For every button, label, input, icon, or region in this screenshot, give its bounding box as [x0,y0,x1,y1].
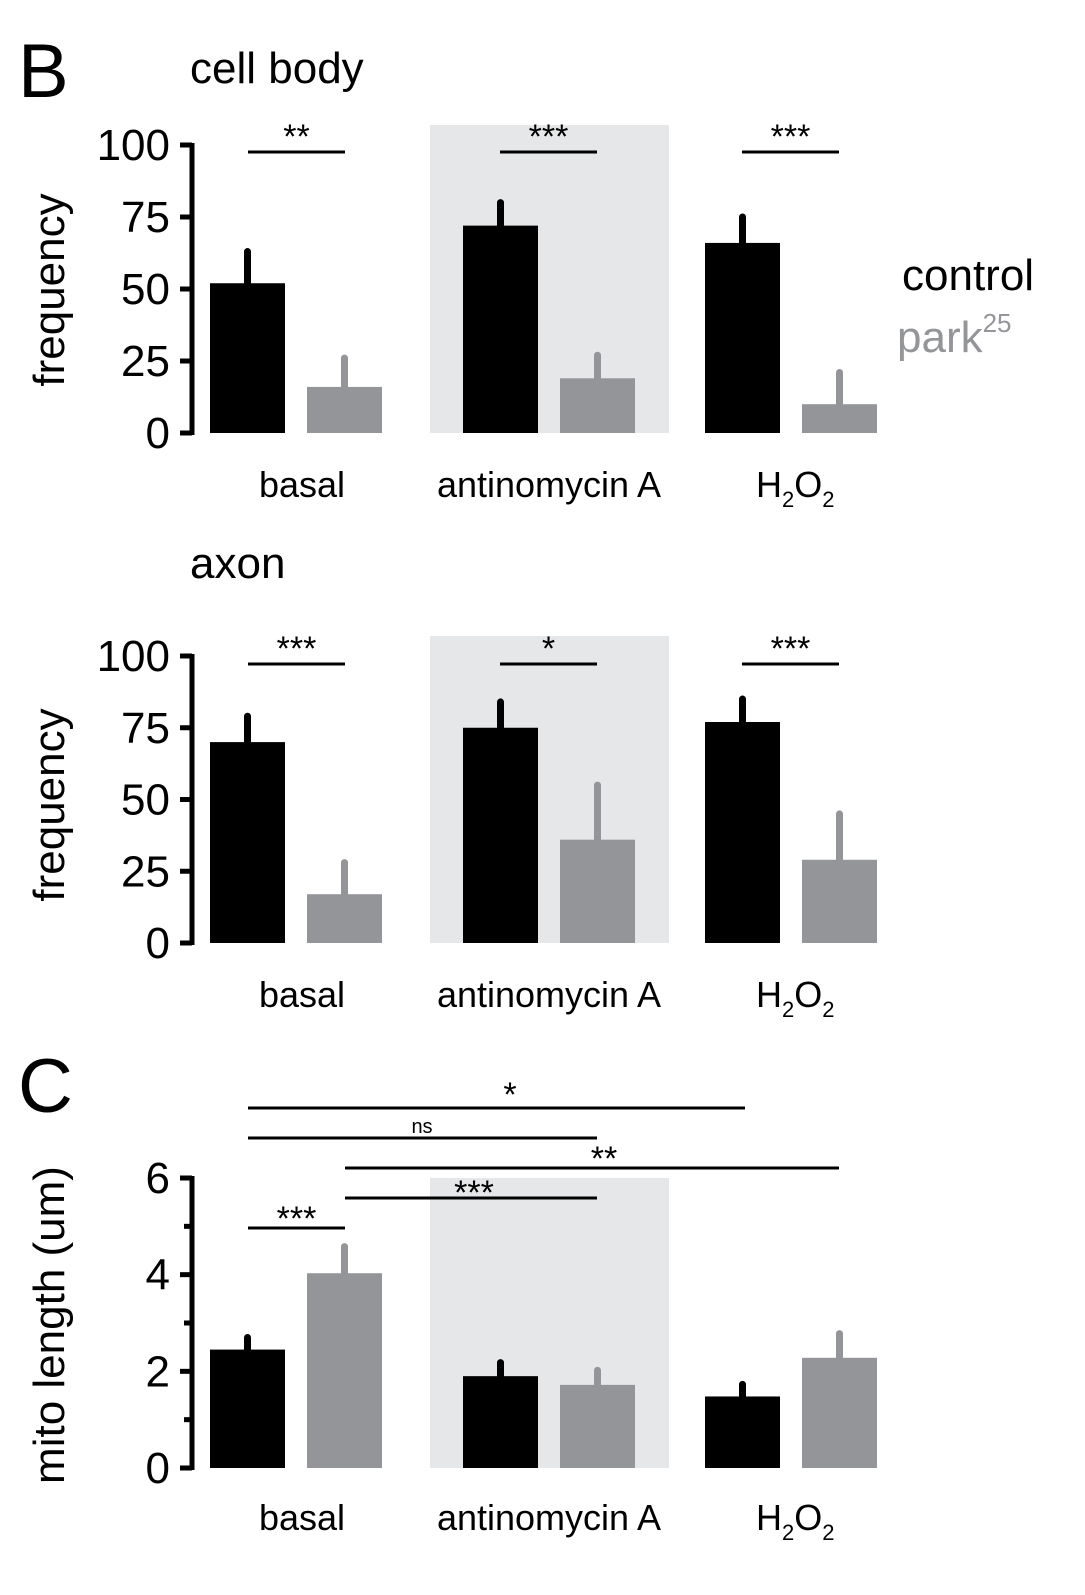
legend-park25: park25 [897,308,1012,362]
bar-park25-0 [307,894,382,943]
category-label-h2o2: H2O2 [756,974,835,1022]
significance-label: ** [591,1140,617,1178]
category-label-h2o2-part: 2 [822,997,834,1022]
category-label-h2o2-part: 2 [782,487,794,512]
significance-label: *** [771,118,811,156]
y-tick-label: 0 [146,919,170,968]
significance-label: *** [277,1200,317,1238]
y-tick-label: 100 [97,632,170,681]
legend-park25-sup: 25 [983,308,1012,338]
significance-label: *** [771,630,811,668]
significance-label: *** [277,630,317,668]
bar-park25-0 [307,386,382,433]
bar-park25-1 [560,1384,635,1468]
significance-label: * [542,630,555,668]
category-label-antimycin: antinomycin A [437,974,661,1015]
chart-title-cell-body: cell body [190,44,364,93]
legend-park25-base: park [897,313,984,362]
legend-control: control [902,251,1034,300]
y-tick-label: 25 [121,337,170,386]
bar-park25-1 [560,378,635,433]
chart-title-axon: axon [190,539,285,588]
category-label-h2o2-part: 2 [782,997,794,1022]
category-label-h2o2-part: O [794,974,822,1015]
bar-control-0 [210,283,285,433]
bar-park25-2 [802,404,877,433]
bar-control-2 [705,242,780,433]
bar-control-1 [463,1376,538,1468]
y-axis-label-mito-length: mito length (um) [25,1166,74,1484]
bar-control-2 [705,722,780,943]
y-tick-label: 25 [121,847,170,896]
bar-control-2 [705,1396,780,1468]
y-tick-label: 0 [146,409,170,458]
y-tick-label: 0 [146,1444,170,1493]
significance-label: * [503,1076,516,1114]
bar-control-1 [463,225,538,433]
category-label-antimycin: antinomycin A [437,1497,661,1538]
panel-letter-b: B [18,29,69,114]
y-tick-label: 2 [146,1347,170,1396]
category-label-h2o2-part: H [756,974,782,1015]
y-tick-label: 4 [146,1251,170,1300]
bar-control-0 [210,742,285,943]
category-label-antimycin: antinomycin A [437,464,661,505]
bar-control-0 [210,1349,285,1468]
panel-letter-c: C [18,1044,73,1129]
bar-control-1 [463,727,538,943]
y-tick-label: 75 [121,704,170,753]
significance-label: ** [283,118,309,156]
significance-label: *** [529,118,569,156]
category-label-basal: basal [259,974,345,1015]
y-axis-label-cell-body: frequency [25,193,74,386]
y-tick-label: 50 [121,776,170,825]
y-tick-label: 75 [121,193,170,242]
y-axis-label-axon: frequency [25,708,74,901]
y-tick-label: 50 [121,265,170,314]
category-label-basal: basal [259,464,345,505]
category-label-h2o2-part: 2 [822,487,834,512]
y-tick-label: 100 [97,121,170,170]
category-label-h2o2-part: 2 [822,1520,834,1545]
significance-label: ns [411,1116,432,1138]
category-label-h2o2-part: H [756,1497,782,1538]
category-label-basal: basal [259,1497,345,1538]
category-label-h2o2-part: O [794,1497,822,1538]
y-tick-label: 6 [146,1154,170,1203]
bar-park25-0 [307,1273,382,1468]
category-label-h2o2-part: H [756,464,782,505]
category-label-h2o2-part: O [794,464,822,505]
category-label-h2o2: H2O2 [756,464,835,512]
bar-park25-1 [560,839,635,943]
category-label-h2o2: H2O2 [756,1497,835,1545]
significance-label: *** [454,1174,494,1212]
bar-park25-2 [802,859,877,943]
category-label-h2o2-part: 2 [782,1520,794,1545]
shaded-regions [430,125,669,1468]
bar-park25-2 [802,1357,877,1468]
